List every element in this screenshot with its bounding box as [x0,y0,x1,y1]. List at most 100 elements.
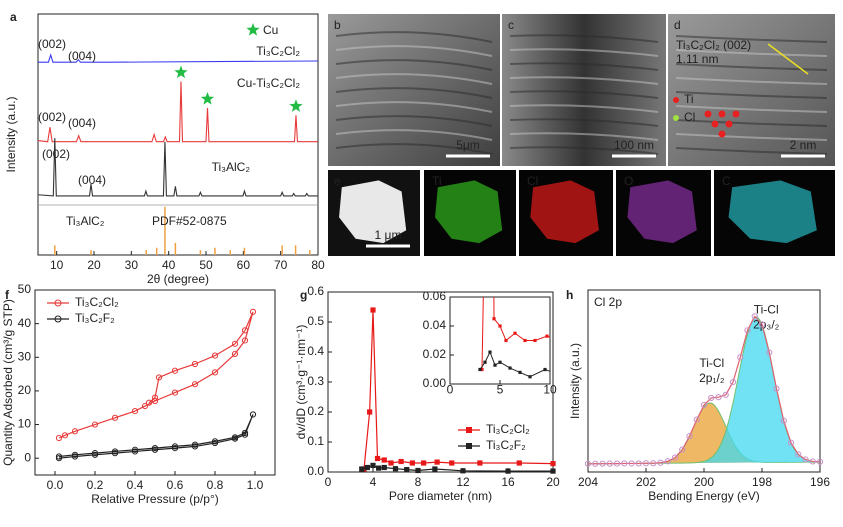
legend-label: Ti₃C₂Cl₂ [486,422,530,436]
marker [409,460,415,466]
series-label: Cu-Ti₃C₂Cl₂ [237,76,300,90]
marker [155,374,163,381]
cu-star [200,91,215,105]
atom [711,120,719,128]
marker [359,466,365,472]
marker [480,367,484,372]
scale-label: 5μm [456,138,480,152]
marker [91,421,99,428]
marker [505,468,511,474]
marker [664,458,671,465]
marker [545,334,549,338]
marker [131,407,139,415]
panel-label: h [566,288,573,302]
x-tick-label: 80 [311,258,325,272]
y-tick-label: 40 [18,316,32,330]
lattice-marker [767,43,809,75]
marker [809,458,816,465]
panel-label: c [508,18,514,32]
marker [71,428,79,435]
texture [675,63,828,71]
legend-marker [466,427,472,433]
marker [151,394,159,401]
series-line [38,53,319,63]
marker [722,391,729,398]
marker [392,466,399,472]
marker [583,339,586,342]
x-tick-label: 16 [501,475,515,489]
series-line [481,297,550,370]
peak-annotation: (002) [38,37,66,51]
axes-frame [37,13,319,256]
x-tick-label: 50 [199,258,213,272]
y-tick-label: 50 [18,282,32,296]
reference-name: PDF#52-0875 [152,214,227,228]
marker [693,416,700,423]
map-label: O [624,174,633,188]
texture [509,118,659,127]
texture [335,45,493,57]
x-axis-label: Relative Pressure (p/p°) [91,492,219,506]
legend-label: Ti₃C₂F₂ [75,311,115,325]
panel-label: g [300,288,307,302]
series-label: Ti₃AlC₂ [212,160,251,174]
legend-marker [54,299,62,307]
element-map [530,180,599,244]
marker [671,454,679,461]
marker [766,349,773,356]
x-tick-label: 198 [752,475,772,489]
panel-label: b [334,18,341,32]
marker [141,402,149,410]
marker [686,433,693,440]
marker [191,381,199,388]
marker [488,350,492,354]
texture [509,48,659,57]
image-annotation: 1.11 nm [676,52,718,66]
texture [675,119,828,127]
texture [509,146,659,155]
x-tick-label: 60 [237,258,251,272]
marker [211,369,219,376]
marker [737,354,744,361]
marker [231,434,239,441]
texture [335,143,493,155]
marker [635,460,642,467]
marker [650,460,657,467]
x-tick-label: 20 [546,475,560,489]
inset-plot [478,297,586,379]
component-label: 2p₁/₂ [699,371,725,385]
marker [171,389,179,396]
x-tick-label: 40 [162,258,176,272]
marker [508,366,512,370]
marker [249,308,257,315]
x-tick-label: 4 [370,475,377,489]
element-map [435,180,503,244]
marker [533,338,537,343]
marker [606,460,613,467]
marker [584,460,592,467]
marker [191,360,199,368]
series-line [37,81,318,143]
x-tick-label: 5 [497,382,504,396]
peak-annotation: (002) [38,110,66,124]
marker [493,363,497,367]
texture [335,115,493,127]
peak-annotation: (002) [42,147,70,161]
axes-frame [34,289,276,476]
marker [398,458,404,465]
marker [528,375,532,379]
series-line [58,311,254,439]
x-tick-label: 0 [447,382,454,396]
series-line [37,138,318,197]
texture [509,34,659,43]
marker [61,432,69,439]
texture [675,35,828,43]
element-map [728,180,817,244]
legend-marker [466,443,472,449]
marker [241,327,249,334]
scale-label: 2 nm [790,138,817,152]
series-label: Ti₃C₂Cl₂ [256,44,300,58]
texture [509,90,659,99]
texture [335,87,493,99]
marker [111,448,119,455]
